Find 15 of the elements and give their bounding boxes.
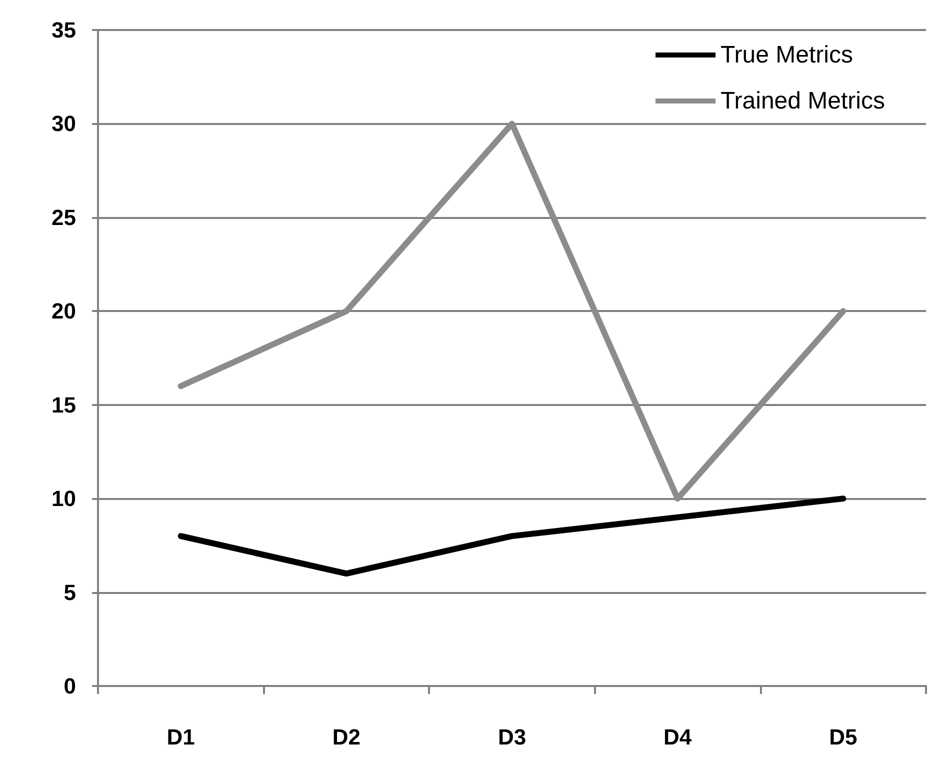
- legend-label: Trained Metrics: [720, 88, 885, 114]
- x-tick-label: D3: [498, 724, 526, 750]
- y-tick-label: 5: [64, 580, 76, 605]
- x-tick-label: D4: [664, 724, 692, 750]
- y-tick-label: 20: [52, 298, 76, 324]
- y-tick-label: 10: [52, 486, 76, 512]
- x-tick-label: D2: [332, 724, 360, 750]
- y-tick-label: 0: [64, 674, 76, 698]
- y-tick-label: 30: [52, 111, 76, 136]
- y-tick-label: 35: [52, 18, 76, 42]
- x-tick-label: D5: [829, 724, 858, 750]
- legend-label: True Metrics: [720, 42, 853, 68]
- y-tick-label: 25: [52, 204, 76, 230]
- x-tick-label: D1: [166, 724, 195, 750]
- y-tick-label: 15: [52, 392, 76, 418]
